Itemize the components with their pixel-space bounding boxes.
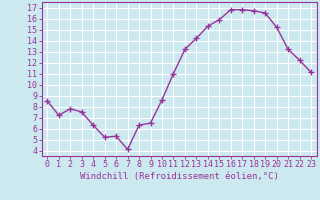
X-axis label: Windchill (Refroidissement éolien,°C): Windchill (Refroidissement éolien,°C) xyxy=(80,172,279,181)
